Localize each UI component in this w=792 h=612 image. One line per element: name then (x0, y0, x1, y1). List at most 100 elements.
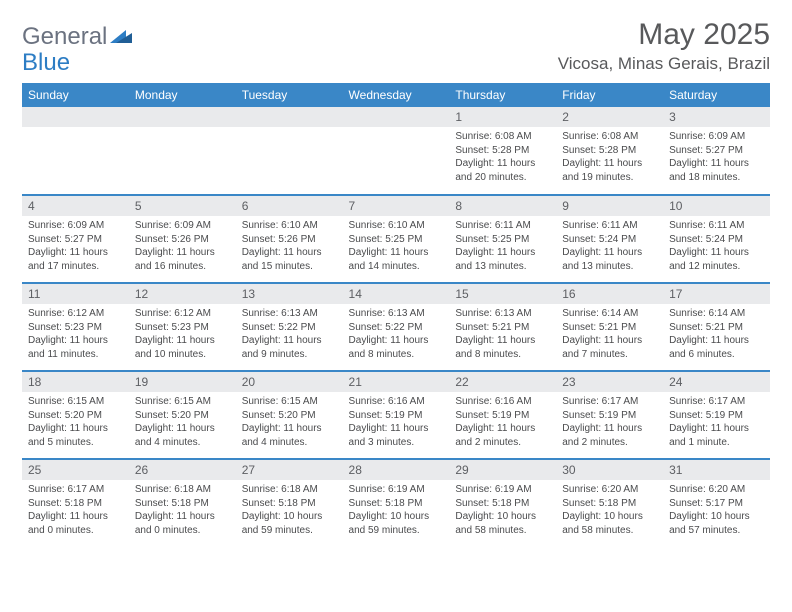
logo-text-blue: Blue (22, 49, 70, 76)
day-details: Sunrise: 6:16 AMSunset: 5:19 PMDaylight:… (449, 392, 556, 453)
day-details: Sunrise: 6:09 AMSunset: 5:27 PMDaylight:… (663, 127, 770, 188)
day-details: Sunrise: 6:17 AMSunset: 5:19 PMDaylight:… (556, 392, 663, 453)
daylight-text: Daylight: 10 hours and 59 minutes. (349, 510, 444, 537)
header: GeneralBlue May 2025 Vicosa, Minas Gerai… (22, 18, 770, 75)
calendar-table: SundayMondayTuesdayWednesdayThursdayFrid… (22, 83, 770, 547)
day-number: 18 (22, 372, 129, 392)
day-details: Sunrise: 6:12 AMSunset: 5:23 PMDaylight:… (129, 304, 236, 365)
sunset-text: Sunset: 5:21 PM (562, 321, 657, 335)
sunrise-text: Sunrise: 6:20 AM (669, 483, 764, 497)
sunrise-text: Sunrise: 6:09 AM (28, 219, 123, 233)
sunset-text: Sunset: 5:18 PM (349, 497, 444, 511)
calendar-day-cell: 1Sunrise: 6:08 AMSunset: 5:28 PMDaylight… (449, 107, 556, 195)
calendar-day-cell: 20Sunrise: 6:15 AMSunset: 5:20 PMDayligh… (236, 371, 343, 459)
day-details: Sunrise: 6:11 AMSunset: 5:24 PMDaylight:… (556, 216, 663, 277)
weekday-header: Monday (129, 83, 236, 107)
calendar-day-cell: 25Sunrise: 6:17 AMSunset: 5:18 PMDayligh… (22, 459, 129, 547)
calendar-day-cell: 16Sunrise: 6:14 AMSunset: 5:21 PMDayligh… (556, 283, 663, 371)
day-number: 15 (449, 284, 556, 304)
day-number: 10 (663, 196, 770, 216)
day-details: Sunrise: 6:09 AMSunset: 5:26 PMDaylight:… (129, 216, 236, 277)
calendar-day-cell: 31 Sunrise: 6:20 AMSunset: 5:17 PMDayligh… (663, 459, 770, 547)
sunset-text: Sunset: 5:21 PM (669, 321, 764, 335)
day-details: Sunrise: 6:14 AMSunset: 5:21 PMDaylight:… (663, 304, 770, 365)
sunrise-text: Sunrise: 6:09 AM (135, 219, 230, 233)
logo-triangle-icon (109, 25, 134, 50)
sunset-text: Sunset: 5:27 PM (28, 233, 123, 247)
day-number: 2 (556, 107, 663, 127)
sunset-text: Sunset: 5:21 PM (455, 321, 550, 335)
day-number: 28 (343, 460, 450, 480)
calendar-day-cell: 13Sunrise: 6:13 AMSunset: 5:22 PMDayligh… (236, 283, 343, 371)
daylight-text: Daylight: 10 hours and 57 minutes. (669, 510, 764, 537)
calendar-week-row: 25Sunrise: 6:17 AMSunset: 5:18 PMDayligh… (22, 459, 770, 547)
daylight-text: Daylight: 11 hours and 4 minutes. (135, 422, 230, 449)
sunset-text: Sunset: 5:18 PM (135, 497, 230, 511)
day-number: 6 (236, 196, 343, 216)
weekday-header: Thursday (449, 83, 556, 107)
weekday-header: Saturday (663, 83, 770, 107)
calendar-day-cell: 9Sunrise: 6:11 AMSunset: 5:24 PMDaylight… (556, 195, 663, 283)
day-details: Sunrise: 6:11 AMSunset: 5:24 PMDaylight:… (663, 216, 770, 277)
day-number: 23 (556, 372, 663, 392)
location: Vicosa, Minas Gerais, Brazil (558, 54, 770, 74)
daylight-text: Daylight: 11 hours and 2 minutes. (562, 422, 657, 449)
day-number: 13 (236, 284, 343, 304)
sunset-text: Sunset: 5:25 PM (349, 233, 444, 247)
calendar-day-cell: 19Sunrise: 6:15 AMSunset: 5:20 PMDayligh… (129, 371, 236, 459)
sunrise-text: Sunrise: 6:10 AM (242, 219, 337, 233)
sunset-text: Sunset: 5:20 PM (28, 409, 123, 423)
day-details: Sunrise: 6:10 AMSunset: 5:25 PMDaylight:… (343, 216, 450, 277)
day-number: 24 (663, 372, 770, 392)
daylight-text: Daylight: 11 hours and 7 minutes. (562, 334, 657, 361)
day-number: 9 (556, 196, 663, 216)
day-details: Sunrise: 6:17 AMSunset: 5:19 PMDaylight:… (663, 392, 770, 453)
calendar-day-cell: 14Sunrise: 6:13 AMSunset: 5:22 PMDayligh… (343, 283, 450, 371)
calendar-day-cell: 12Sunrise: 6:12 AMSunset: 5:23 PMDayligh… (129, 283, 236, 371)
calendar-week-row: 18 Sunrise: 6:15 AM Sunset: 5:20 PM Dayligh… (22, 371, 770, 459)
calendar-day-cell: 2Sunrise: 6:08 AMSunset: 5:28 PMDaylight… (556, 107, 663, 195)
sunrise-text: Sunrise: 6:18 AM (242, 483, 337, 497)
daylight-text: Daylight: 11 hours and 13 minutes. (455, 246, 550, 273)
sunset-text: Sunset: 5:18 PM (455, 497, 550, 511)
calendar-day-cell: 21Sunrise: 6:16 AMSunset: 5:19 PMDayligh… (343, 371, 450, 459)
day-number: 21 (343, 372, 450, 392)
day-number: 30 (556, 460, 663, 480)
calendar-day-cell: 26Sunrise: 6:18 AMSunset: 5:18 PMDayligh… (129, 459, 236, 547)
day-details: Sunrise: 6:10 AMSunset: 5:26 PMDaylight:… (236, 216, 343, 277)
day-number-empty (236, 107, 343, 127)
day-number: 31 (663, 460, 770, 480)
day-number-empty (129, 107, 236, 127)
daylight-text: Daylight: 11 hours and 19 minutes. (562, 157, 657, 184)
day-number: 11 (22, 284, 129, 304)
sunrise-text: Sunrise: 6:15 AM (135, 395, 230, 409)
sunset-text: Sunset: 5:27 PM (669, 144, 764, 158)
sunrise-text: Sunrise: 6:17 AM (669, 395, 764, 409)
sunrise-text: Sunrise: 6:18 AM (135, 483, 230, 497)
sunrise-text: Sunrise: 6:19 AM (349, 483, 444, 497)
day-number: 7 (343, 196, 450, 216)
day-number: 27 (236, 460, 343, 480)
day-details: Sunrise: 6:13 AMSunset: 5:22 PMDaylight:… (236, 304, 343, 365)
sunset-text: Sunset: 5:22 PM (349, 321, 444, 335)
sunset-text: Sunset: 5:22 PM (242, 321, 337, 335)
sunrise-text: Sunrise: 6:14 AM (562, 307, 657, 321)
weekday-header: Wednesday (343, 83, 450, 107)
calendar-day-cell: 5Sunrise: 6:09 AMSunset: 5:26 PMDaylight… (129, 195, 236, 283)
day-details: Sunrise: 6:19 AMSunset: 5:18 PMDaylight:… (449, 480, 556, 541)
calendar-body: 1Sunrise: 6:08 AMSunset: 5:28 PMDaylight… (22, 107, 770, 547)
sunrise-text: Sunrise: 6:11 AM (455, 219, 550, 233)
sunset-text: Sunset: 5:17 PM (669, 497, 764, 511)
day-details: Sunrise: 6:14 AMSunset: 5:21 PMDaylight:… (556, 304, 663, 365)
daylight-text: Daylight: 11 hours and 8 minutes. (455, 334, 550, 361)
sunrise-text: Sunrise: 6:17 AM (28, 483, 123, 497)
day-number: 12 (129, 284, 236, 304)
sunrise-text: Sunrise: 6:17 AM (562, 395, 657, 409)
calendar-week-row: 1Sunrise: 6:08 AMSunset: 5:28 PMDaylight… (22, 107, 770, 195)
daylight-text: Daylight: 11 hours and 11 minutes. (28, 334, 123, 361)
daylight-text: Daylight: 11 hours and 13 minutes. (562, 246, 657, 273)
calendar-day-cell: 11Sunrise: 6:12 AMSunset: 5:23 PMDayligh… (22, 283, 129, 371)
calendar-day-cell: 23Sunrise: 6:17 AMSunset: 5:19 PMDayligh… (556, 371, 663, 459)
calendar-day-cell: 24Sunrise: 6:17 AMSunset: 5:19 PMDayligh… (663, 371, 770, 459)
day-number: 14 (343, 284, 450, 304)
